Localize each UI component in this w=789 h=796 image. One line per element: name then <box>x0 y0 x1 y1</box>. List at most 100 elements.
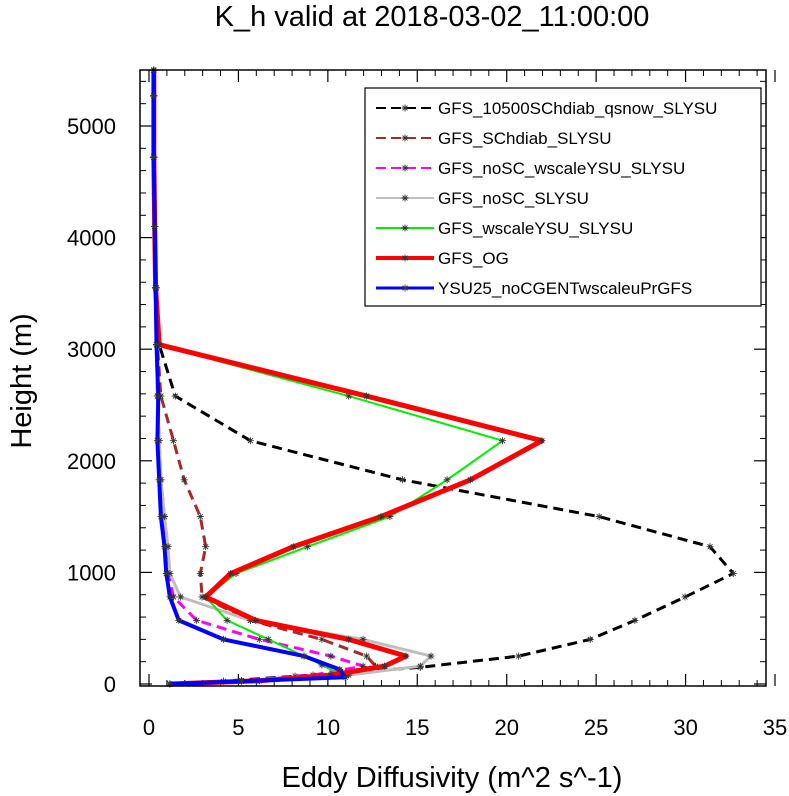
series-point <box>327 671 335 679</box>
series-point <box>151 222 159 230</box>
legend-label: GFS_noSC_wscaleYSU_SLYSU <box>438 159 685 178</box>
series-point <box>162 570 170 578</box>
series-point <box>681 593 689 601</box>
series-point <box>499 437 507 445</box>
series-point <box>153 437 161 445</box>
series-point <box>318 661 326 669</box>
series-point <box>150 92 158 100</box>
chart-title: K_h valid at 2018-03-02_11:00:00 <box>215 1 650 33</box>
series-point <box>359 635 367 643</box>
x-tick-label: 0 <box>143 715 155 740</box>
legend-label: YSU25_noCGENTwscaleuPrGFS <box>438 279 692 298</box>
x-axis-label: Eddy Diffusivity (m^2 s^-1) <box>282 762 623 794</box>
legend-entry: GFS_10500SChdiab_qsnow_SLYSU <box>376 99 717 118</box>
series-point <box>175 616 183 624</box>
x-tick-label: 30 <box>673 715 697 740</box>
series-point <box>164 543 172 551</box>
series-point <box>345 392 353 400</box>
series-point <box>155 476 163 484</box>
plot-frame <box>139 69 767 687</box>
series-point <box>237 677 245 685</box>
series-point <box>223 616 231 624</box>
series-point <box>345 635 353 643</box>
series-point <box>515 652 523 660</box>
series-point <box>729 570 737 578</box>
legend-marker <box>401 164 409 172</box>
series-point <box>318 635 326 643</box>
series-point <box>166 680 174 688</box>
series-point <box>538 437 546 445</box>
y-tick-label: 4000 <box>67 226 116 251</box>
series-point <box>304 543 312 551</box>
series-point <box>327 652 335 660</box>
legend-marker <box>401 104 409 112</box>
series-point <box>177 593 185 601</box>
series-point <box>336 665 344 673</box>
legend-label: GFS_SChdiab_SLYSU <box>438 129 612 148</box>
series-point <box>196 513 204 521</box>
legend-marker <box>401 284 409 292</box>
series-point <box>152 284 160 292</box>
x-tick-label: 10 <box>316 715 340 740</box>
y-tick-label: 5000 <box>67 114 116 139</box>
series-point <box>171 392 179 400</box>
series-point <box>586 635 594 643</box>
y-axis-label: Height (m) <box>6 313 38 448</box>
series-point <box>443 476 451 484</box>
series-point <box>246 437 254 445</box>
legend-label: GFS_wscaleYSU_SLYSU <box>438 219 633 238</box>
series-2 <box>150 66 380 688</box>
series-point <box>363 392 371 400</box>
series-point <box>152 341 160 349</box>
y-tick-labels: 0 1000 2000 3000 4000 5000 <box>67 114 116 697</box>
legend-label: GFS_OG <box>438 249 509 268</box>
series-point <box>157 513 165 521</box>
series-point <box>381 662 389 670</box>
x-tick-label: 20 <box>494 715 518 740</box>
series-point <box>416 662 424 670</box>
series-line <box>151 70 348 686</box>
series-point <box>264 635 272 643</box>
legend-marker <box>401 194 409 202</box>
series-point <box>180 476 188 484</box>
x-tick-label: 15 <box>405 715 429 740</box>
series-point <box>402 652 410 660</box>
series-point <box>345 671 353 679</box>
series-line <box>152 70 378 686</box>
series-point <box>196 570 204 578</box>
series-point <box>427 652 435 660</box>
series-point <box>706 543 714 551</box>
series-line <box>152 70 365 686</box>
series-layer <box>150 66 737 688</box>
y-tick-label: 0 <box>104 672 116 697</box>
series-point <box>631 616 639 624</box>
series-point <box>595 513 603 521</box>
series-point <box>166 593 174 601</box>
series-point <box>363 652 371 660</box>
series-point <box>255 635 263 643</box>
series-point <box>289 543 297 551</box>
y-tick-label: 1000 <box>67 560 116 585</box>
legend-label: GFS_10500SChdiab_qsnow_SLYSU <box>438 99 717 118</box>
legend-entry: GFS_noSC_SLYSU <box>376 189 589 208</box>
series-point <box>227 570 235 578</box>
legend-entry: GFS_SChdiab_SLYSU <box>376 129 612 148</box>
legend-entry: GFS_wscaleYSU_SLYSU <box>376 219 633 238</box>
series-point <box>377 513 385 521</box>
legend-entry: YSU25_noCGENTwscaleuPrGFS <box>376 279 692 298</box>
x-tick-labels: 0 5 10 15 20 25 30 35 <box>143 715 787 740</box>
series-point <box>300 652 308 660</box>
series-point <box>169 593 177 601</box>
series-point <box>161 543 169 551</box>
series-point <box>193 616 201 624</box>
x-tick-label: 5 <box>232 715 244 740</box>
legend-label: GFS_noSC_SLYSU <box>438 189 589 208</box>
legend-entry: GFS_OG <box>376 249 509 268</box>
x-tick-label: 35 <box>763 715 787 740</box>
series-point <box>202 593 210 601</box>
series-point <box>198 593 206 601</box>
series-point <box>150 153 158 161</box>
series-point <box>341 673 349 681</box>
series-point <box>220 635 228 643</box>
